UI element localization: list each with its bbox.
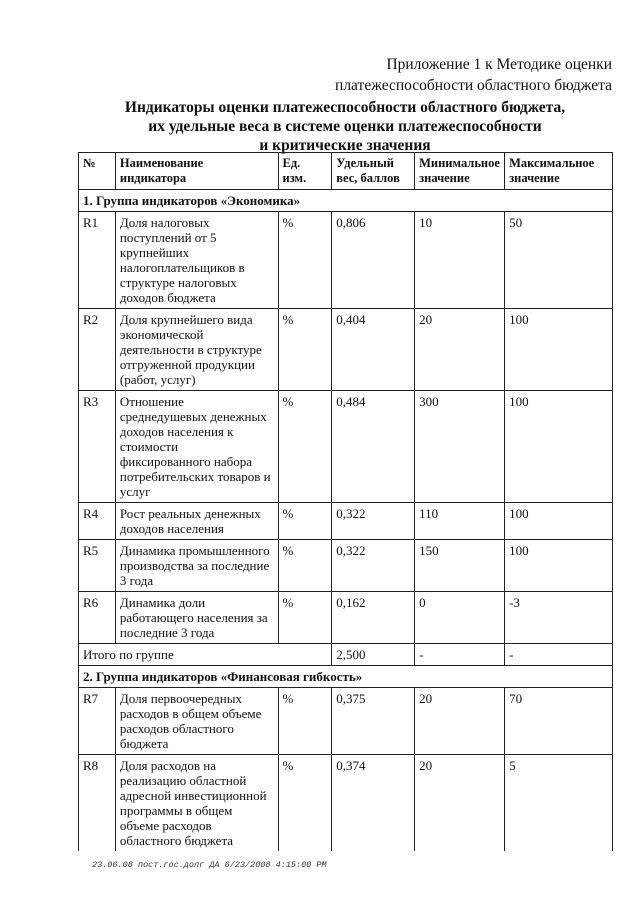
min-value: 20 (414, 687, 506, 755)
indicator-name: Динамика промышленного производства за п… (114, 539, 279, 592)
max-value: 5 (504, 754, 613, 851)
indicator-name: Рост реальных денежных доходов населения (114, 502, 279, 540)
min-value: 150 (414, 539, 506, 592)
max-value: 100 (504, 308, 613, 391)
group-title: 2. Группа индикаторов «Финансовая гибкос… (78, 665, 613, 688)
row-number: R5 (78, 539, 116, 592)
document-title: Индикаторы оценки платежеспособности обл… (124, 99, 566, 154)
row-number: R7 (78, 687, 116, 755)
table-row: R6 Динамика доли работающего населения за… (78, 591, 613, 644)
min-value: 20 (414, 308, 506, 391)
max-value: -3 (504, 591, 613, 644)
weight: 0,404 (331, 308, 416, 391)
unit: % (277, 754, 333, 851)
table-row: R7 Доля первоочередных расходов в общем о… (78, 687, 613, 755)
row-number: R8 (78, 754, 116, 851)
total-label: Итого по группе (77, 643, 333, 666)
row-number: R3 (78, 390, 116, 503)
min-value: 20 (414, 754, 506, 851)
total-weight: 2,500 (331, 643, 416, 666)
col-weight: Удельный вес, баллов (331, 152, 416, 190)
table-row: R1 Доля налоговых поступлений от 5 крупне… (78, 211, 613, 309)
col-number: № (78, 152, 116, 190)
weight: 0,322 (331, 502, 416, 540)
min-value: 0 (414, 591, 506, 644)
indicator-name: Динамика доли работающего населения за п… (114, 591, 279, 644)
weight: 0,484 (331, 390, 416, 503)
total-min: - (414, 643, 506, 666)
max-value: 100 (504, 390, 613, 503)
unit: % (277, 591, 333, 644)
indicator-name: Доля первоочередных расходов в общем объ… (114, 687, 279, 755)
total-max: - (504, 643, 613, 666)
col-unit: Ед. изм. (277, 152, 333, 190)
max-value: 100 (504, 539, 613, 592)
unit: % (277, 502, 333, 540)
unit: % (277, 539, 333, 592)
min-value: 300 (414, 390, 506, 503)
max-value: 100 (504, 502, 613, 540)
unit: % (277, 687, 333, 755)
unit: % (277, 308, 333, 391)
table-row: R2 Доля крупнейшего вида экономической де… (78, 308, 613, 391)
indicators-table: № Наименование индикатора Ед. изм. Удель… (77, 152, 613, 851)
indicator-name: Доля налоговых поступлений от 5 крупнейш… (114, 211, 279, 309)
group-row: 1. Группа индикаторов «Экономика» (78, 189, 613, 212)
header-row: № Наименование индикатора Ед. изм. Удель… (78, 152, 613, 190)
unit: % (277, 390, 333, 503)
table-row: R3 Отношение среднедушевых денежных доход… (78, 390, 613, 503)
group-title: 1. Группа индикаторов «Экономика» (78, 189, 613, 212)
col-name: Наименование индикатора (114, 152, 279, 190)
unit: % (277, 211, 333, 309)
max-value: 50 (504, 211, 613, 309)
weight: 0,162 (331, 591, 416, 644)
max-value: 70 (504, 687, 613, 755)
table-row: R4 Рост реальных денежных доходов населен… (78, 502, 613, 540)
group-row: 2. Группа индикаторов «Финансовая гибкос… (78, 665, 613, 688)
col-max: Максимальное значение (504, 152, 613, 190)
indicator-name: Доля крупнейшего вида экономической деят… (114, 308, 279, 391)
row-number: R4 (78, 502, 116, 540)
row-number: R2 (78, 308, 116, 391)
weight: 0,806 (331, 211, 416, 309)
appendix-note: Приложение 1 к Методике оценки платежесп… (335, 56, 612, 94)
footer-stamp: 23.06.08 пост.гос.долг ДА 6/23/2008 4:15… (92, 860, 327, 870)
weight: 0,322 (331, 539, 416, 592)
table-row: R8 Доля расходов на реализацию областной … (78, 754, 613, 851)
table-row: R5 Динамика промышленного производства за… (78, 539, 613, 592)
weight: 0,375 (331, 687, 416, 755)
col-min: Минимальное значение (414, 152, 506, 190)
indicator-name: Доля расходов на реализацию областной ад… (114, 754, 279, 851)
row-number: R6 (78, 591, 116, 644)
weight: 0,374 (331, 754, 416, 851)
total-row: Итого по группе 2,500- - (77, 643, 613, 666)
min-value: 10 (414, 211, 506, 309)
indicator-name: Отношение среднедушевых денежных доходов… (114, 390, 279, 503)
min-value: 110 (414, 502, 506, 540)
row-number: R1 (78, 211, 116, 309)
